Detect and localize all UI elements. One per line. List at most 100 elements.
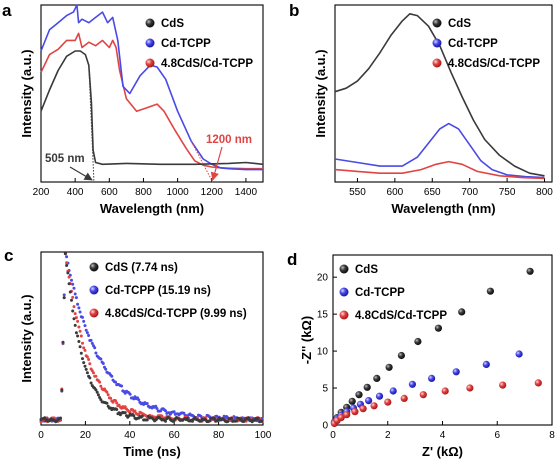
legend-entry: CdS: [161, 18, 184, 30]
decay-point: [73, 292, 77, 296]
decay-point: [81, 357, 84, 361]
decay-point: [82, 319, 86, 323]
panel-c-trpl-decay-chart: 0 20 40 60 80 100 Time (ns) Intensity (a.u.) CdS…: [19, 251, 272, 459]
x-tick-label: 100: [255, 430, 272, 441]
decay-point: [87, 334, 91, 337]
legend-marker: [339, 287, 349, 297]
decay-point: [115, 401, 119, 405]
nyquist-point: [375, 392, 384, 400]
y-tick-label: 0: [322, 421, 328, 432]
x-tick-label: 650: [424, 187, 441, 198]
nyquist-point: [343, 411, 351, 419]
decay-point: [230, 416, 233, 420]
decay-point: [72, 286, 76, 290]
x-tick-label: 200: [33, 187, 50, 198]
series-line: [40, 50, 264, 166]
decay-point: [164, 419, 167, 423]
nyquist-point: [482, 360, 490, 368]
nyquist-point: [363, 383, 371, 391]
y-axis-label: -Z'' (kΩ): [299, 316, 314, 364]
decay-point: [76, 334, 80, 338]
nyquist-point: [408, 380, 416, 388]
x-tick-label: 80: [213, 430, 225, 441]
decay-point: [137, 398, 141, 402]
decay-point: [212, 417, 216, 421]
decay-point: [85, 331, 89, 335]
decay-point: [160, 414, 164, 418]
decay-point: [90, 369, 94, 373]
decay-point: [71, 309, 75, 313]
decay-point: [92, 371, 95, 375]
decay-point: [104, 367, 108, 371]
decay-point: [74, 296, 78, 300]
decay-point: [182, 411, 186, 415]
x-tick-label: 1200: [201, 187, 224, 198]
x-tick-label: 2: [385, 430, 391, 441]
decay-point: [99, 384, 103, 388]
decay-series: [39, 252, 264, 423]
x-tick-label: 400: [67, 187, 84, 198]
x-tick-label: 550: [349, 187, 366, 198]
decay-point: [260, 419, 264, 423]
legend-marker: [145, 58, 155, 68]
legend-marker: [89, 308, 99, 318]
decay-point: [199, 414, 203, 418]
legend-marker: [432, 18, 442, 28]
decay-point: [72, 305, 76, 309]
legend-marker: [432, 58, 442, 68]
decay-point: [65, 264, 69, 267]
decay-point: [77, 340, 81, 343]
nyquist-point: [486, 287, 494, 295]
decay-point: [89, 381, 93, 385]
decay-point: [67, 275, 71, 279]
nyquist-point: [414, 337, 422, 346]
decay-point: [96, 393, 100, 397]
decay-point: [164, 409, 167, 413]
annotation-505nm: 505 nm: [45, 153, 85, 165]
nyquist-point: [499, 381, 507, 389]
decay-point: [62, 296, 66, 300]
composite-edge-extrapolation: [190, 141, 214, 183]
decay-point: [83, 324, 87, 328]
nyquist-point: [359, 405, 367, 413]
decay-point: [128, 392, 132, 396]
nyquist-point: [526, 267, 534, 275]
x-tick-label: 0: [330, 430, 336, 441]
legend-entry: Cd-TCPP: [355, 287, 405, 299]
y-tick-label: 5: [322, 384, 328, 395]
panel-d-eis-nyquist-chart: 0 2 4 6 8 0 5 10 15 20 Z' (kΩ) -Z'' (kΩ) CdS Cd-TCPP 4…: [299, 254, 555, 459]
decay-point: [99, 357, 103, 361]
x-tick-label: 600: [387, 187, 404, 198]
annotation-arrow: [210, 146, 223, 181]
decay-point: [132, 397, 136, 401]
panel-b-pl-spectra-chart: 550 600 650 700 750 800 Wavelength (nm) Intensi…: [313, 4, 553, 216]
series-line: [40, 4, 263, 171]
decay-point: [79, 334, 83, 338]
decay-point: [145, 402, 149, 405]
nyquist-point: [389, 387, 397, 395]
decay-point: [172, 410, 176, 414]
decay-point: [85, 355, 89, 359]
decay-series: [39, 252, 264, 424]
plot-frame: [40, 251, 264, 426]
decay-point: [123, 411, 127, 415]
nyquist-point: [466, 384, 474, 392]
decay-point: [105, 390, 109, 394]
decay-point: [85, 371, 89, 375]
decay-point: [226, 420, 230, 423]
y-axis-label: Intensity (a.u.): [313, 49, 328, 137]
decay-point: [61, 340, 65, 344]
decay-point: [74, 331, 78, 335]
x-tick-label: 1000: [166, 187, 189, 198]
decay-point: [88, 362, 92, 366]
decay-point: [63, 252, 67, 256]
decay-point: [98, 380, 102, 384]
nyquist-point: [373, 374, 381, 382]
decay-point: [72, 317, 76, 321]
decay-point: [68, 290, 72, 294]
decay-point: [155, 407, 159, 410]
nyquist-point: [452, 368, 460, 376]
nyquist-point: [337, 414, 345, 422]
decay-point: [140, 414, 144, 418]
decay-point: [83, 348, 87, 352]
